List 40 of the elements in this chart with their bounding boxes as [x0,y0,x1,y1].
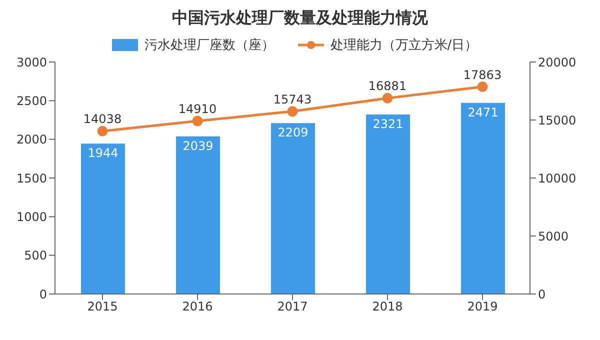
data-label: 1944 [88,146,118,160]
point [192,116,203,126]
y-tick-label: 2000 [16,132,47,147]
x-tick-label: 2018 [372,300,403,314]
point [382,92,393,104]
data-label: 15743 [273,92,312,106]
x-tick-label: 2017 [277,300,308,314]
y-tick-label: 500 [24,248,47,263]
x-tick-label: 2019 [467,300,498,314]
x-tick-label: 2015 [87,300,118,314]
y2-tick-label: 10000 [538,171,576,186]
chart-title: 中国污水处理厂数量及处理能力情况 [171,7,429,29]
y-tick-label: 0 [39,287,47,302]
point [477,82,488,92]
data-label: 2209 [278,126,308,140]
data-label: 14910 [178,102,217,116]
y2-tick-label: 20000 [538,55,576,70]
legend-label: 处理能力（万立方米/日） [329,37,478,54]
bar [366,114,410,294]
legend-label: 污水处理厂座数（座） [143,37,274,54]
bar [176,136,220,294]
y2-tick-label: 15000 [538,113,576,128]
bar [81,144,125,294]
y-tick-label: 1500 [16,171,47,186]
data-label: 2321 [372,117,404,132]
point [97,126,108,136]
bar [271,123,315,294]
y2-tick-label: 5000 [538,229,569,244]
data-label: 2471 [468,105,498,120]
y-tick-label: 3000 [16,55,47,70]
data-label: 17863 [463,68,502,82]
bar [461,102,505,294]
data-label: 2039 [182,138,214,153]
y2-tick-label: 0 [538,287,546,302]
data-label: 14038 [83,112,122,126]
y-tick-label: 2500 [16,94,47,108]
y-tick-label: 1000 [16,210,47,224]
data-label: 16881 [368,79,407,94]
point [287,106,298,117]
x-tick-label: 2016 [182,300,213,314]
